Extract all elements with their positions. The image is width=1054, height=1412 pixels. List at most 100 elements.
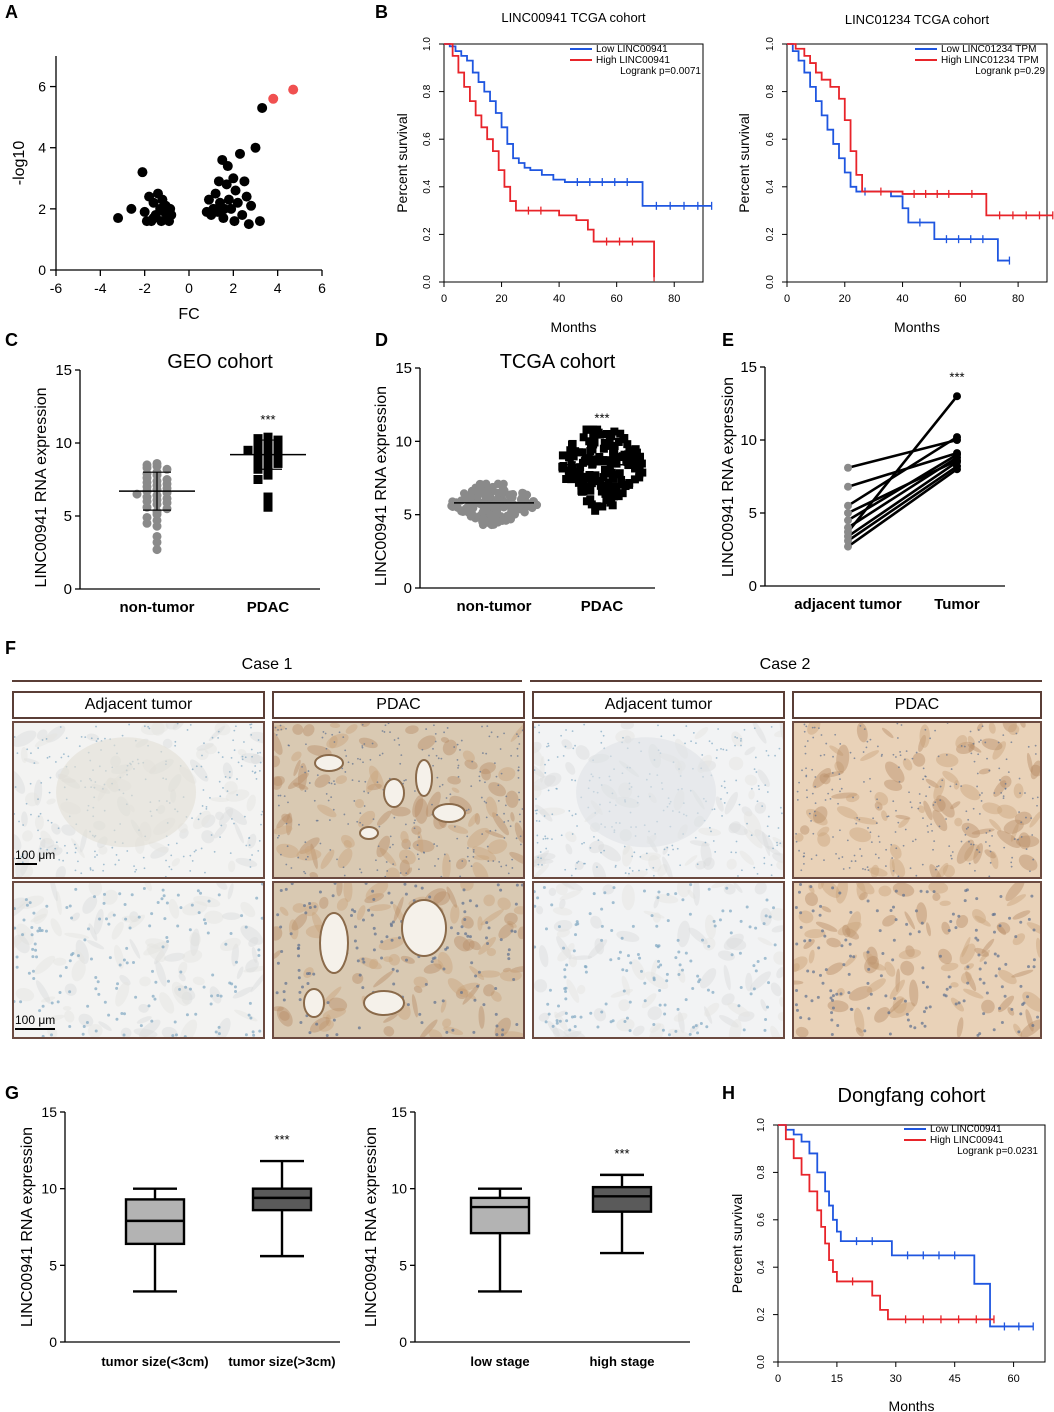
- panel-label-c: C: [5, 330, 18, 350]
- nucleus: [250, 748, 253, 751]
- nucleus: [799, 911, 803, 915]
- stroma-patch: [989, 819, 1002, 832]
- nucleus: [867, 1006, 871, 1010]
- nucleus: [562, 755, 565, 757]
- nucleus: [59, 974, 63, 978]
- stroma-patch: [189, 932, 201, 947]
- nucleus: [679, 864, 682, 867]
- stroma-patch: [192, 810, 211, 830]
- stroma-patch: [561, 739, 573, 750]
- nucleus: [612, 886, 616, 890]
- tissue-background: [14, 883, 263, 1037]
- nucleus: [667, 1033, 671, 1037]
- x-tick-label: -2: [138, 280, 151, 296]
- stroma-patch: [369, 958, 379, 970]
- stroma-patch: [102, 889, 118, 905]
- nucleus: [762, 922, 766, 926]
- nucleus: [312, 972, 316, 976]
- stroma-patch: [419, 1019, 438, 1037]
- nucleus: [102, 863, 105, 866]
- nucleus: [381, 752, 384, 755]
- stroma-patch: [538, 1012, 550, 1022]
- nucleus: [16, 752, 19, 755]
- stroma-patch: [488, 782, 506, 797]
- y-tick-label: 5: [404, 507, 412, 524]
- nucleus: [740, 739, 742, 742]
- nucleus: [663, 1003, 667, 1007]
- stroma-patch: [837, 921, 862, 936]
- nucleus: [418, 836, 420, 838]
- nucleus: [740, 869, 743, 872]
- x-tick-label: 15: [831, 1373, 843, 1385]
- stroma-patch: [440, 737, 450, 743]
- stroma-patch: [449, 795, 472, 815]
- header-case1-pdac: PDAC: [272, 691, 525, 719]
- nucleus: [839, 790, 841, 793]
- nucleus: [967, 826, 969, 829]
- nucleus: [201, 805, 204, 807]
- nucleus: [200, 847, 203, 850]
- nucleus: [623, 1019, 627, 1023]
- stroma-patch: [874, 792, 889, 806]
- stroma-patch: [794, 980, 804, 985]
- nucleus: [432, 747, 434, 750]
- nucleus: [436, 776, 439, 779]
- stroma-patch: [534, 770, 540, 784]
- nucleus: [342, 736, 345, 739]
- stroma-patch: [723, 933, 744, 951]
- stroma-patch: [433, 959, 444, 970]
- nucleus: [639, 855, 642, 858]
- nucleus: [544, 927, 548, 931]
- nucleus: [909, 801, 912, 804]
- nucleus: [853, 757, 856, 760]
- nucleus: [921, 980, 925, 984]
- nucleus: [875, 822, 878, 825]
- nucleus: [115, 854, 118, 856]
- stroma-patch: [468, 813, 479, 827]
- data-point: [558, 464, 567, 473]
- stroma-patch: [821, 905, 832, 913]
- nucleus: [166, 979, 170, 983]
- gland-lumen: [359, 826, 379, 840]
- nucleus: [803, 939, 807, 943]
- pair-line: [847, 456, 958, 529]
- stroma-patch: [1012, 910, 1031, 920]
- stroma-patch: [883, 779, 903, 791]
- x-tick-label: 2: [229, 280, 237, 296]
- stroma-patch: [996, 924, 1007, 936]
- stroma-patch: [895, 814, 911, 820]
- nucleus: [375, 859, 377, 862]
- data-point: [620, 450, 629, 459]
- stroma-patch: [538, 945, 549, 968]
- nucleus: [950, 854, 952, 857]
- stroma-patch: [842, 924, 851, 938]
- nucleus: [256, 752, 259, 754]
- nucleus: [869, 992, 873, 996]
- nucleus: [988, 769, 991, 772]
- nucleus: [925, 795, 927, 798]
- nucleus: [434, 732, 437, 735]
- nucleus: [41, 1004, 45, 1008]
- nucleus: [927, 831, 930, 833]
- nucleus: [122, 958, 126, 962]
- nucleus: [920, 1021, 924, 1025]
- nucleus: [257, 953, 261, 957]
- nucleus: [804, 752, 807, 755]
- nucleus: [536, 896, 540, 900]
- nucleus: [696, 863, 699, 866]
- nucleus: [989, 861, 992, 864]
- nucleus: [250, 733, 253, 736]
- nucleus: [505, 864, 508, 867]
- nucleus: [499, 938, 503, 942]
- nucleus: [490, 731, 493, 734]
- nucleus: [73, 843, 76, 846]
- stroma-patch: [336, 898, 349, 911]
- nucleus: [62, 753, 65, 756]
- nucleus: [876, 798, 878, 801]
- nucleus: [209, 796, 211, 799]
- nucleus: [563, 987, 567, 991]
- nucleus: [507, 948, 511, 952]
- nucleus: [202, 789, 205, 791]
- nucleus: [519, 843, 522, 846]
- data-point: [493, 488, 503, 498]
